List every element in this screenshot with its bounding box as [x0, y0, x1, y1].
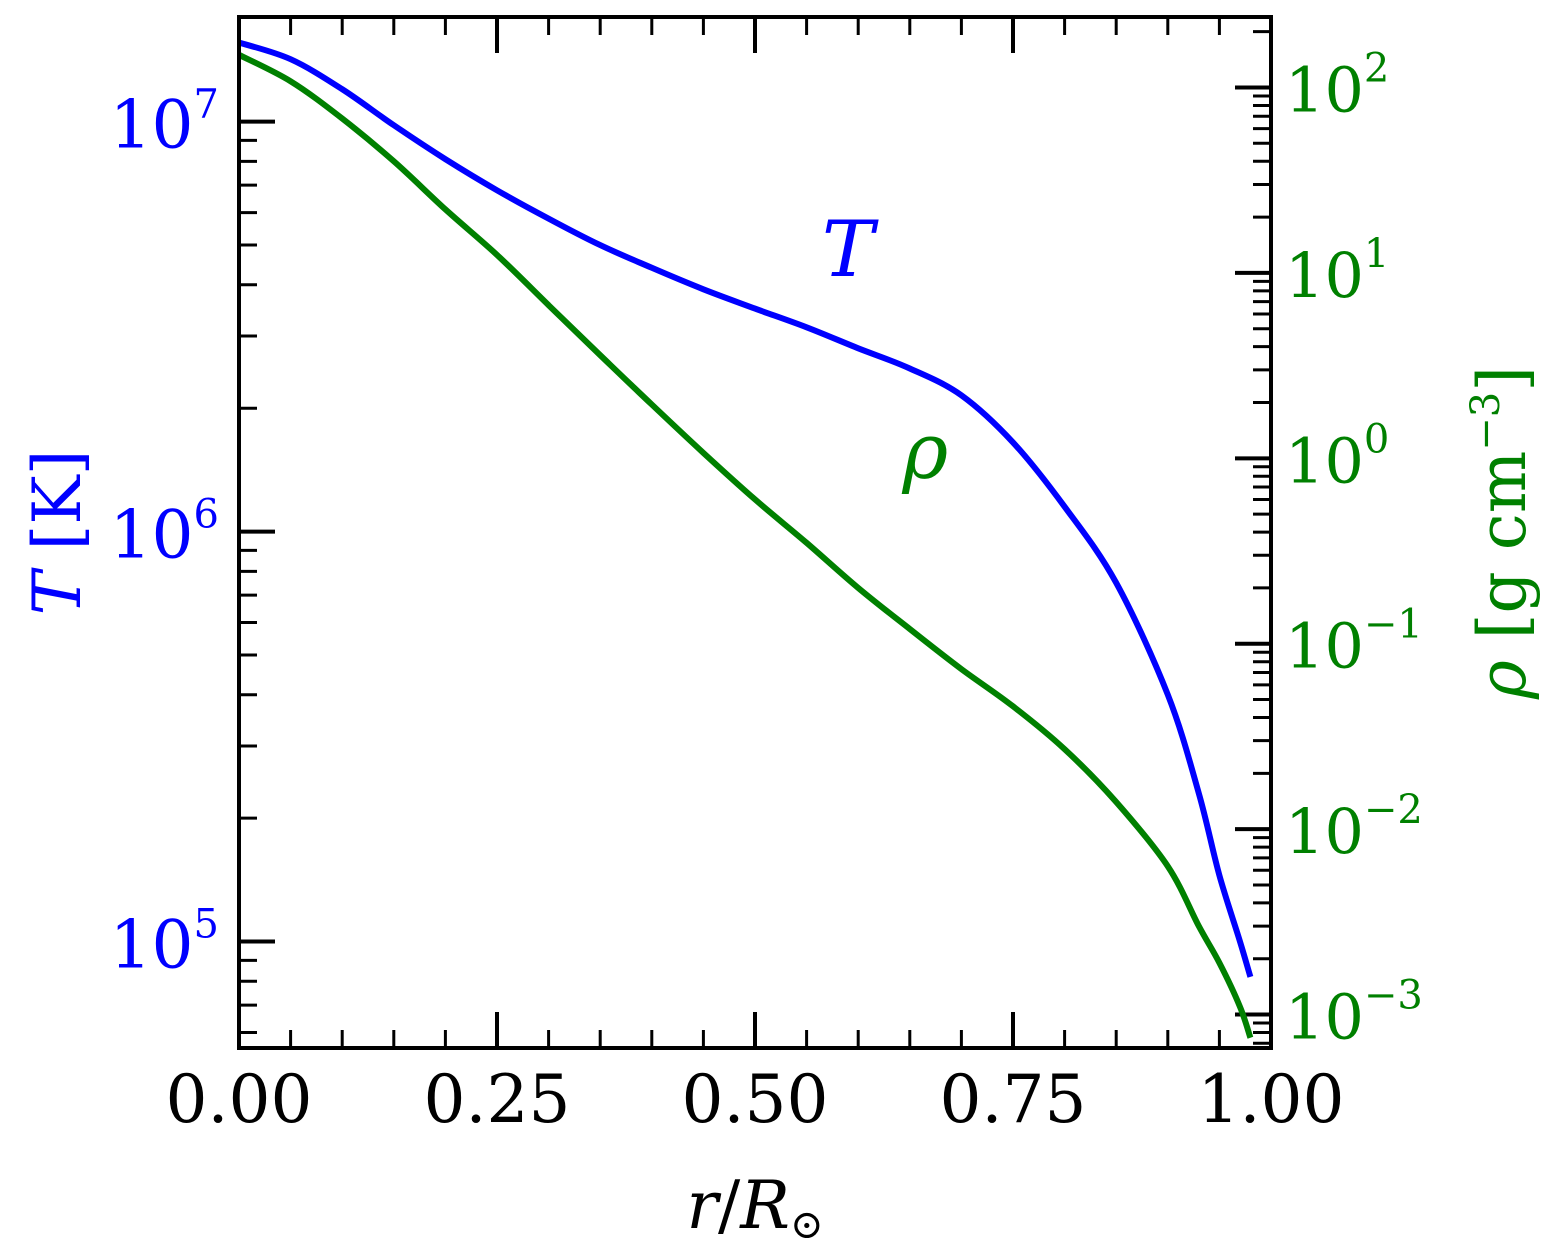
x-axis-title-unit-sub: ⊙ [790, 1202, 824, 1248]
right-tick-label-base: 10 [1285, 239, 1364, 312]
ticks-layer [237, 17, 1273, 1048]
left-tick-label: 106 [110, 492, 219, 574]
right-tick-label-exp: −3 [1364, 973, 1423, 1019]
left-tick-label-exp: 6 [194, 492, 219, 538]
right-axis-title-unit: [g cm [1464, 451, 1541, 661]
left-tick-label-exp: 5 [194, 902, 219, 948]
right-tick-label-base: 10 [1285, 53, 1364, 126]
right-axis-title-exp: −3 [1463, 392, 1509, 451]
left-axis-title: T [K] [19, 450, 96, 616]
right-tick-label-exp: 0 [1364, 416, 1389, 462]
right-tick-label: 10−2 [1285, 787, 1423, 868]
left-tick-label-base: 10 [110, 497, 194, 574]
right-tick-label-base: 10 [1285, 795, 1364, 868]
right-tick-label-exp: 2 [1364, 45, 1389, 91]
x-tick-label: 0.00 [166, 1061, 313, 1138]
right-axis-title-var: ρ [1464, 660, 1541, 700]
x-tick-label: 0.75 [940, 1061, 1087, 1138]
left-tick-label: 105 [110, 902, 219, 984]
left-tick-label-exp: 7 [194, 82, 219, 128]
right-tick-label-exp: −1 [1364, 602, 1423, 648]
right-tick-label-exp: 1 [1364, 231, 1389, 277]
left-axis-title-var: T [19, 566, 96, 615]
right-axis-title-close: ] [1464, 366, 1541, 392]
left-tick-label-base: 10 [110, 87, 194, 164]
x-axis-title: r/R⊙ [686, 1167, 823, 1248]
x-tick-label: 1.00 [1198, 1061, 1345, 1138]
temperature-curve-label: T [822, 205, 879, 295]
x-axis-title-var: r [686, 1167, 721, 1244]
right-tick-label: 100 [1285, 416, 1389, 497]
right-tick-label-exp: −2 [1364, 787, 1423, 833]
x-tick-label: 0.50 [682, 1061, 829, 1138]
right-tick-label: 10−1 [1285, 602, 1423, 683]
left-axis-title-unit: [K] [19, 450, 96, 572]
x-axis-title-sep: / [718, 1167, 741, 1244]
density-curve-label: ρ [901, 407, 948, 497]
right-tick-label: 101 [1285, 231, 1389, 312]
plot-frame [237, 15, 1273, 1050]
right-tick-label: 102 [1285, 45, 1389, 126]
right-tick-label: 10−3 [1285, 973, 1423, 1054]
left-tick-label: 107 [110, 82, 219, 164]
right-axis-title: ρ [g cm−3] [1463, 366, 1541, 700]
right-tick-label-base: 10 [1285, 424, 1364, 497]
labels-layer: 0.00 0.25 0.50 0.75 1.0010510610710−310−210−… [110, 45, 1423, 1138]
lines-layer [237, 39, 1254, 1039]
x-axis-title-unit: R [739, 1167, 790, 1244]
right-tick-label-base: 10 [1285, 610, 1364, 683]
left-tick-label-base: 10 [110, 907, 194, 984]
series-line-density [237, 52, 1254, 1039]
series-line-temperature [238, 39, 1254, 978]
x-tick-label: 0.25 [424, 1061, 571, 1138]
right-tick-label-base: 10 [1285, 981, 1364, 1054]
